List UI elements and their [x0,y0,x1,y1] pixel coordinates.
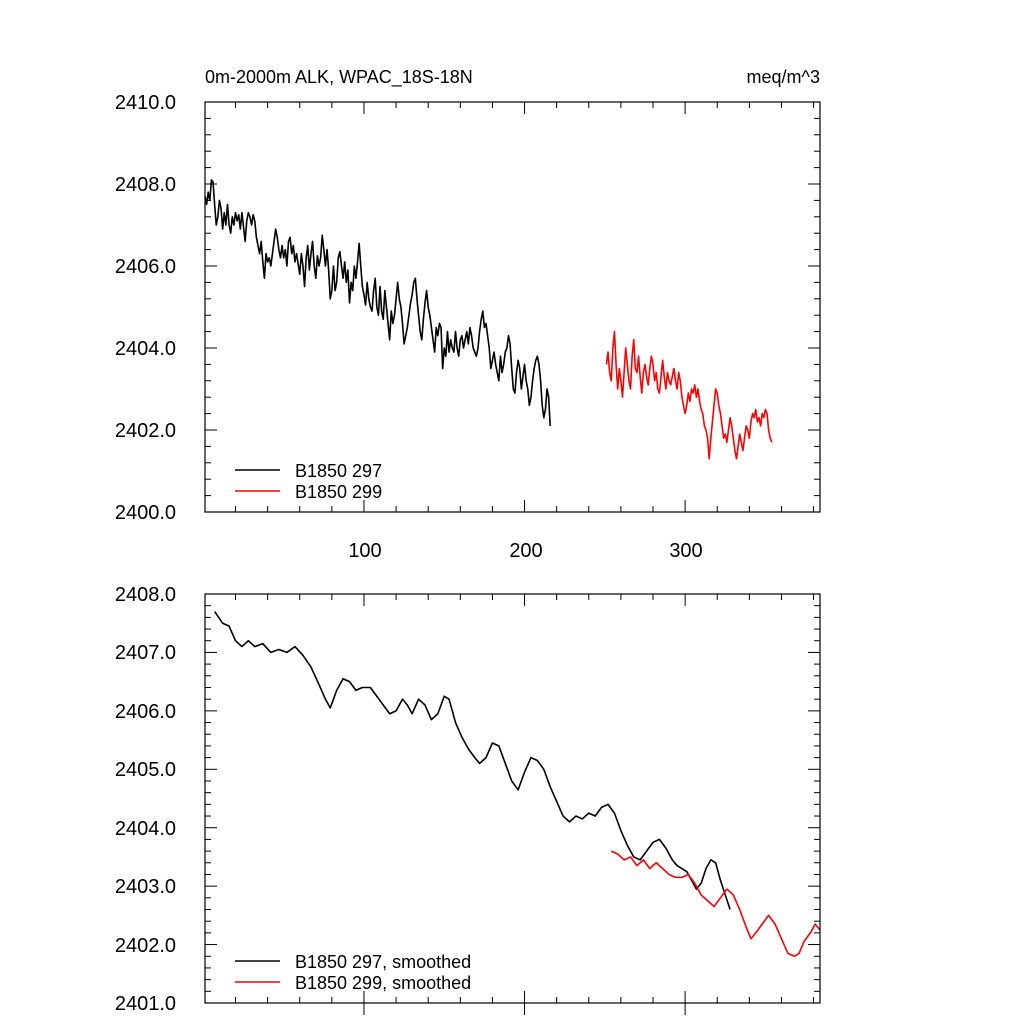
y-tick-label: 2400.0 [115,502,176,524]
y-tick-label: 2403.0 [115,876,176,898]
legend: B1850 297 B1850 299 [235,461,382,502]
x-tick-label: 100 [348,540,381,562]
axis-ticks [205,101,820,513]
x-tick-label: 200 [509,540,542,562]
plot-frame [204,593,821,1004]
plot-frame [204,101,821,513]
x-axis-tick-labels: 100 200 300 [348,540,702,562]
axis-ticks [205,593,820,1015]
legend: B1850 297, smoothed B1850 299, smoothed [235,952,471,993]
y-tick-label: 2405.0 [115,759,176,781]
y-tick-label: 2401.0 [115,993,176,1015]
series-line-b1850-297-smoothed [213,611,731,910]
y-tick-label: 2408.0 [115,584,176,606]
series-line-b1850-297 [204,179,552,426]
x-tick-label: 300 [669,540,702,562]
y-axis-tick-labels: 2408.0 2407.0 2406.0 2405.0 2404.0 2403.… [115,584,176,1015]
legend-label: B1850 299 [295,482,382,502]
y-tick-label: 2402.0 [115,935,176,957]
y-tick-label: 2408.0 [115,174,176,196]
bottom-chart: 2408.0 2407.0 2406.0 2405.0 2404.0 2403.… [115,584,821,1015]
y-axis-tick-labels: 2410.0 2408.0 2406.0 2404.0 2402.0 2400.… [115,92,176,524]
y-tick-label: 2406.0 [115,701,176,723]
y-tick-label: 2404.0 [115,338,176,360]
legend-label: B1850 297, smoothed [295,952,471,972]
y-tick-label: 2407.0 [115,642,176,664]
y-tick-label: 2404.0 [115,818,176,840]
plot-area [213,611,821,958]
plot-area [204,179,773,460]
y-tick-label: 2402.0 [115,420,176,442]
top-chart: 0m-2000m ALK, WPAC_18S-18N meq/m^3 2410.… [115,67,821,562]
y-tick-label: 2406.0 [115,256,176,278]
legend-label: B1850 299, smoothed [295,973,471,993]
chart-title-left: 0m-2000m ALK, WPAC_18S-18N [205,67,473,88]
legend-label: B1850 297 [295,461,382,481]
y-tick-label: 2410.0 [115,92,176,114]
chart-title-units: meq/m^3 [747,67,820,87]
series-line-b1850-299-smoothed [610,850,821,958]
series-line-b1850-299 [605,330,773,460]
